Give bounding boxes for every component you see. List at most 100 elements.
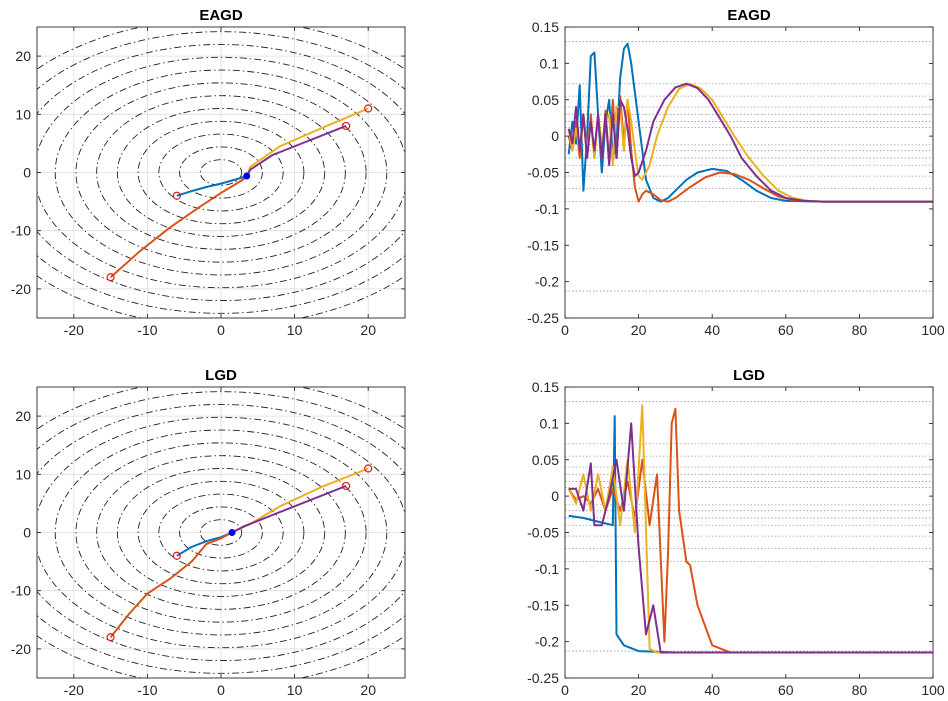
plot-area xyxy=(565,387,933,678)
panel-lgd-timeseries: 0 20 40 60 80 100 -0.25 -0.2 -0.15 -0.1 -0.05 0 0.05… xyxy=(527,367,945,698)
y-tick-label: 0.15 xyxy=(532,379,559,395)
series-line-orange xyxy=(109,531,233,638)
x-tick-label: 60 xyxy=(778,682,794,698)
plot-area xyxy=(565,27,933,318)
contour-line xyxy=(37,416,405,649)
y-tick-label: -0.1 xyxy=(535,201,559,217)
x-tick-label: 0 xyxy=(217,682,225,698)
plot-content xyxy=(565,41,933,292)
x-tick-label: -10 xyxy=(137,322,157,338)
panel-lgd-trajectory: -20 -10 0 10 20 -20 -10 0 10 20 LGD xyxy=(11,367,406,698)
x-tick-label: -20 xyxy=(64,682,84,698)
y-tick-label: -0.05 xyxy=(527,165,559,181)
end-point-marker xyxy=(243,172,251,180)
contour-line xyxy=(96,95,346,250)
end-point-marker xyxy=(228,529,236,536)
contour-line xyxy=(158,133,284,212)
series-line-blue xyxy=(567,42,933,203)
start-point-marker xyxy=(342,481,351,491)
y-tick-label: 10 xyxy=(15,466,31,482)
y-tick-label: 0 xyxy=(23,165,31,181)
plot-content xyxy=(565,401,933,654)
panel-title: EAGD xyxy=(199,7,243,24)
x-tick-label: 10 xyxy=(287,682,303,698)
start-point-marker xyxy=(106,273,115,282)
y-tick-label: 0 xyxy=(23,525,31,541)
y-tick-label: -10 xyxy=(11,583,31,599)
y-tick-label: -0.2 xyxy=(535,274,559,290)
series-line-purple xyxy=(567,82,933,203)
contour-line xyxy=(37,391,405,674)
contour-line xyxy=(75,82,367,263)
y-tick-label: 10 xyxy=(15,106,31,122)
plot-content xyxy=(37,27,405,318)
y-tick-label: -0.2 xyxy=(535,634,559,650)
contour-line xyxy=(199,159,243,186)
x-tick-label: 60 xyxy=(778,322,794,338)
series-line-yellow xyxy=(567,404,933,654)
y-tick-label: -0.25 xyxy=(527,310,559,326)
y-tick-label: -0.1 xyxy=(535,561,559,577)
x-tick-label: 40 xyxy=(704,322,720,338)
contour-line xyxy=(199,519,243,546)
contour-line xyxy=(158,493,284,572)
y-tick-label: 0 xyxy=(551,128,559,144)
y-tick-label: 0 xyxy=(551,488,559,504)
start-point-marker xyxy=(364,104,373,113)
x-tick-label: 100 xyxy=(921,682,945,698)
contour-line xyxy=(54,429,388,636)
contour-line xyxy=(116,108,326,237)
y-tick-label: -20 xyxy=(11,281,31,297)
x-tick-label: 20 xyxy=(631,322,647,338)
x-tick-label: 40 xyxy=(704,682,720,698)
series-line-blue xyxy=(176,175,248,197)
x-tick-label: 100 xyxy=(921,322,945,338)
y-tick-label: 0.1 xyxy=(540,415,560,431)
x-tick-label: 0 xyxy=(561,682,569,698)
contour-line xyxy=(75,442,367,623)
y-tick-label: -0.15 xyxy=(527,597,559,613)
series-line-orange xyxy=(109,175,248,279)
x-tick-label: 80 xyxy=(852,682,868,698)
y-tick-label: -0.25 xyxy=(527,670,559,686)
panel-title: LGD xyxy=(205,367,237,384)
series-line-purple xyxy=(231,484,347,534)
x-tick-label: 20 xyxy=(631,682,647,698)
contour-line xyxy=(37,44,405,301)
panel-eagd-timeseries: 0 20 40 60 80 100 -0.25 -0.2 -0.15 -0.1 -0.05 0 0.05… xyxy=(527,7,945,338)
x-tick-label: 10 xyxy=(287,322,303,338)
panel-title: EAGD xyxy=(727,7,771,24)
contour-line xyxy=(54,69,388,276)
contour-line xyxy=(116,468,326,597)
contour-line xyxy=(37,56,405,289)
start-point-marker xyxy=(106,633,115,642)
contour-line xyxy=(179,146,263,199)
y-tick-label: 0.05 xyxy=(532,92,559,108)
contour-line xyxy=(179,506,263,559)
plot-content xyxy=(37,387,405,678)
x-tick-label: -20 xyxy=(64,322,84,338)
panel-eagd-trajectory: -20 -10 0 10 20 -20 -10 0 10 20 EAGD xyxy=(11,7,406,338)
series-line-purple xyxy=(245,124,347,177)
y-tick-label: -10 xyxy=(11,223,31,239)
start-point-marker xyxy=(364,464,373,473)
x-tick-label: 0 xyxy=(561,322,569,338)
contour-line xyxy=(37,31,405,314)
x-tick-label: 20 xyxy=(360,682,376,698)
contour-line xyxy=(137,480,305,585)
y-tick-label: -20 xyxy=(11,641,31,657)
contour-line xyxy=(37,404,405,661)
y-tick-label: -0.05 xyxy=(527,525,559,541)
x-tick-label: 20 xyxy=(360,322,376,338)
contour-line xyxy=(137,120,305,225)
series-line-orange xyxy=(567,407,933,654)
y-tick-label: 0.15 xyxy=(532,19,559,35)
y-tick-label: 0.05 xyxy=(532,452,559,468)
x-tick-label: -10 xyxy=(137,682,157,698)
series-line-purple xyxy=(568,422,933,654)
y-tick-label: 0.1 xyxy=(540,55,560,71)
start-point-marker xyxy=(342,121,351,131)
panel-title: LGD xyxy=(733,367,765,384)
contour-line xyxy=(96,455,346,610)
